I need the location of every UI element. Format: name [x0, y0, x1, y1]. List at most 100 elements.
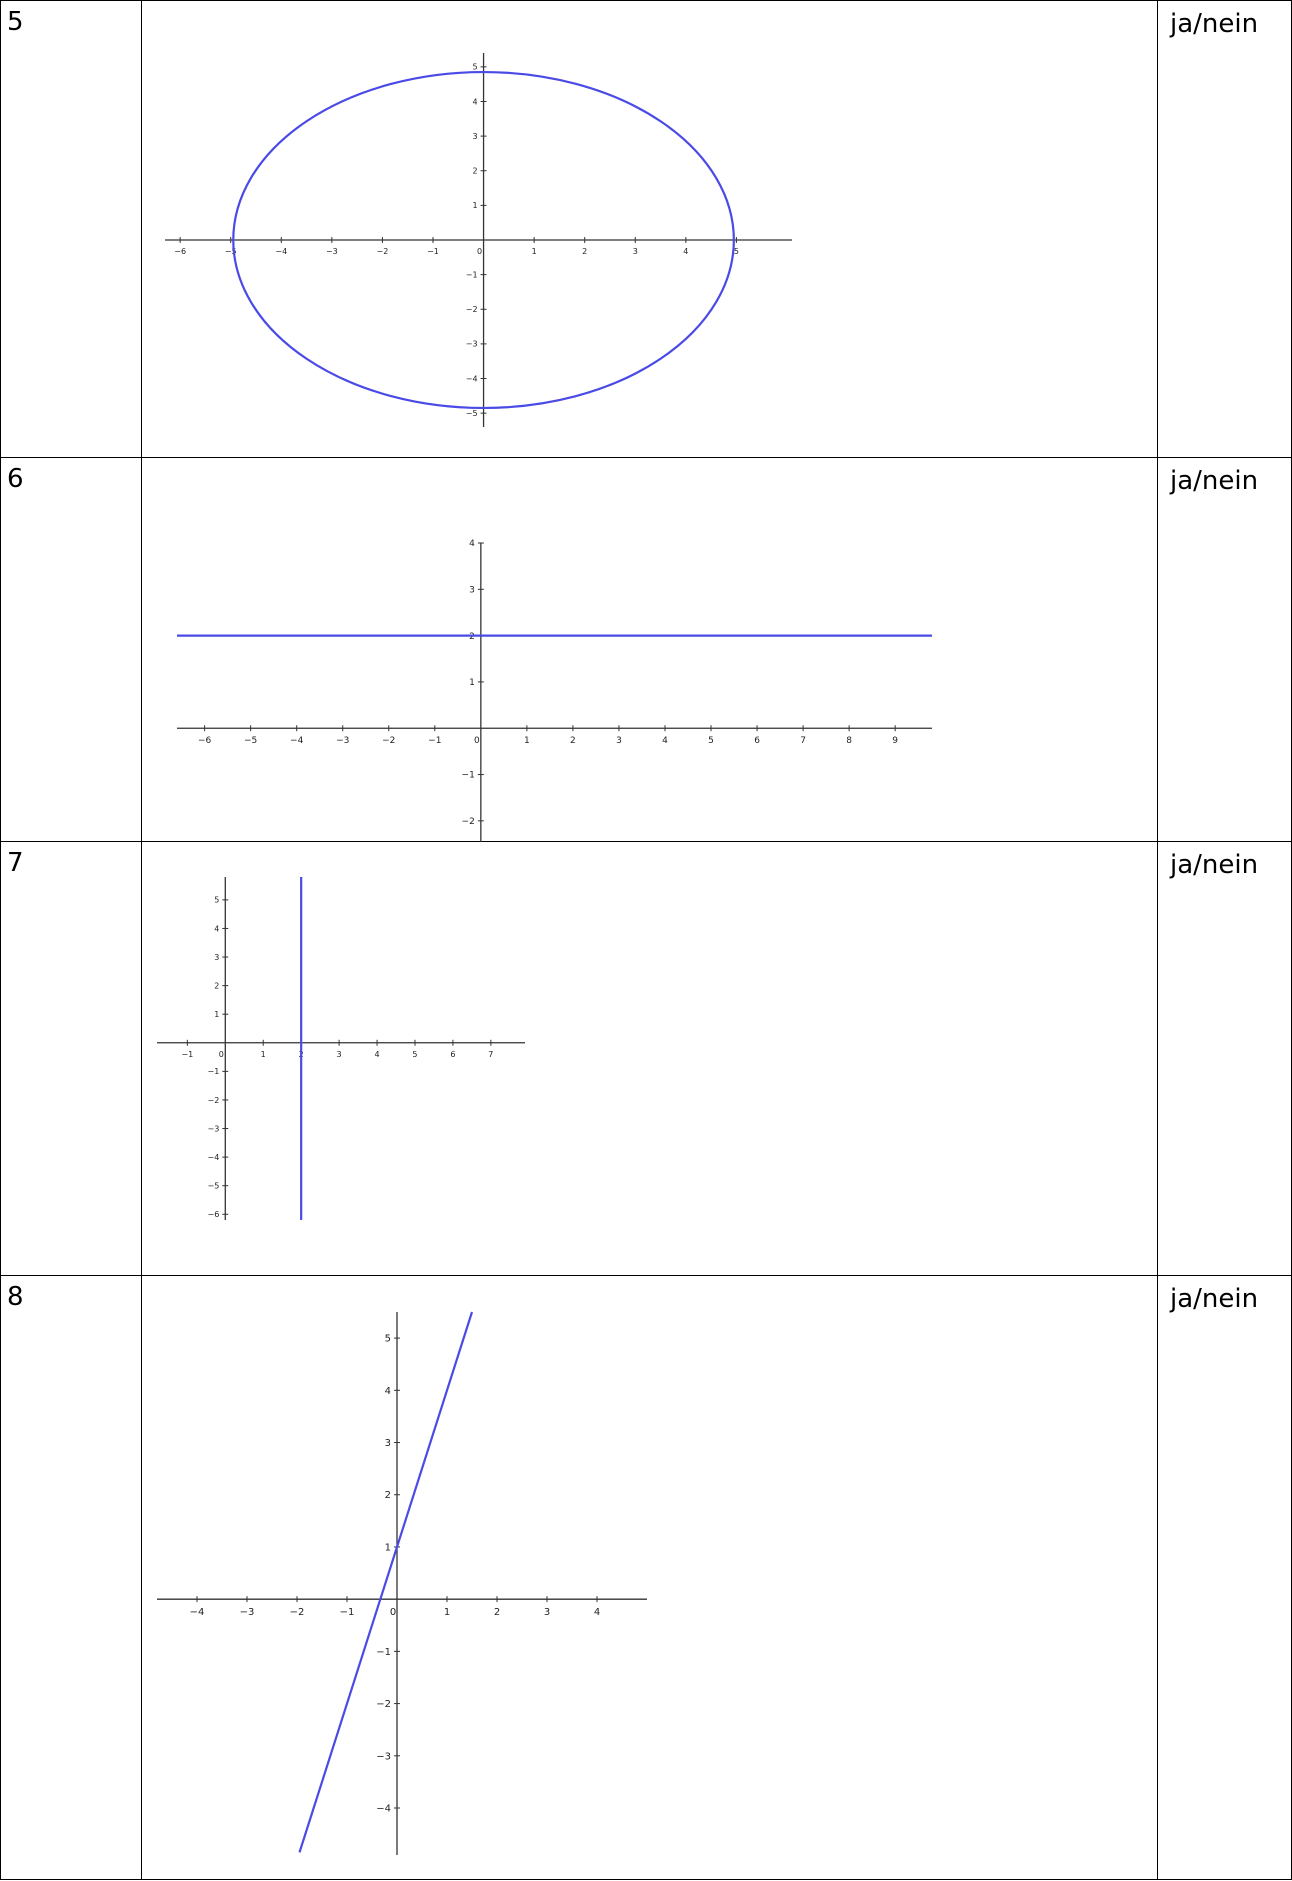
y-tick-label: 4: [214, 924, 219, 933]
y-tick-label: 3: [214, 953, 219, 962]
x-tick-label: 6: [754, 736, 760, 746]
x-tick-label: −5: [244, 736, 257, 746]
y-tick-label: −1: [466, 270, 478, 279]
plot-cell: −1 0 1 2 3 4 5 6 7 −6 −5 −4 −3 −2 −1 1 2 3 4 5: [140, 841, 1159, 1276]
y-tick-label: 4: [469, 539, 475, 549]
answer-text: ja/nein: [1170, 9, 1259, 39]
x-tick-label: 3: [633, 247, 638, 256]
row-number: 6: [7, 464, 24, 494]
x-tick-label: 7: [488, 1050, 493, 1059]
answer-text: ja/nein: [1170, 466, 1259, 496]
x-tick-label: −3: [326, 247, 338, 256]
function-line: [298, 1311, 473, 1853]
x-tick-label: 8: [846, 736, 852, 746]
y-tick-label: 2: [214, 981, 219, 990]
y-tick-label: 2: [385, 1490, 391, 1501]
x-tick-label: 5: [412, 1050, 417, 1059]
y-tick-label: 1: [469, 678, 475, 688]
x-tick-label: 2: [570, 736, 576, 746]
y-tick-label: 3: [385, 1438, 391, 1449]
row-number-cell: 6: [0, 457, 142, 842]
row-number-cell: 5: [0, 0, 142, 458]
x-tick-label: −1: [427, 247, 439, 256]
y-tick-label: 2: [469, 632, 475, 642]
horizontal-line-plot: −6 −5 −4 −3 −2 −1 0 1 2 3 4 5 6 7 8 9 −2 −1 1 2 3 4: [176, 539, 932, 842]
y-tick-label: −2: [461, 817, 474, 827]
x-tick-label: 6: [450, 1050, 455, 1059]
y-tick-label: −6: [207, 1210, 219, 1219]
table-row: 5 −6 −5 −4 −3 −2 −1 0 1 2 3 4 5 −5 −4 −3 −2 −1 1 2 3 4 5 ja/n…: [0, 0, 1292, 458]
y-tick-label: 3: [472, 132, 477, 141]
y-tick-label: 1: [385, 1542, 391, 1553]
x-tick-label: 0: [390, 1607, 396, 1618]
x-tick-label: 3: [544, 1607, 550, 1618]
x-tick-label: −4: [275, 247, 287, 256]
y-tick-label: 2: [472, 167, 477, 176]
x-tick-label: −1: [340, 1607, 355, 1618]
table-row: 6 −6 −5 −4 −3 −2 −1 0 1 2 3 4 5 6 7 8 9 −2 −1 1 2 3 4 ja/nein: [0, 457, 1292, 842]
answer-text: ja/nein: [1170, 850, 1259, 880]
y-tick-label: −3: [207, 1124, 219, 1133]
x-tick-label: −2: [290, 1607, 305, 1618]
x-tick-label: 9: [892, 736, 898, 746]
table-row: 7 −1 0 1 2 3 4 5 6 7 −6 −5 −4 −3 −2 −1 1 2 3 4 5 ja/nein: [0, 841, 1292, 1276]
y-tick-label: 4: [385, 1386, 391, 1397]
y-tick-label: −4: [376, 1804, 391, 1815]
x-tick-label: 4: [594, 1607, 600, 1618]
plot-cell: −6 −5 −4 −3 −2 −1 0 1 2 3 4 5 6 7 8 9 −2 −1 1 2 3 4: [140, 457, 1159, 842]
y-tick-label: 5: [385, 1334, 391, 1345]
x-tick-label: −1: [181, 1050, 193, 1059]
x-tick-label: 0: [477, 247, 482, 256]
ellipse-curve: [232, 70, 735, 410]
x-tick-label: −6: [198, 736, 212, 746]
x-tick-label: 0: [219, 1050, 224, 1059]
x-tick-label: −5: [225, 247, 237, 256]
x-tick-label: −1: [428, 736, 441, 746]
x-tick-label: 2: [494, 1607, 500, 1618]
row-number-cell: 8: [0, 1275, 142, 1880]
x-tick-label: 1: [524, 736, 530, 746]
row-number-cell: 7: [0, 841, 142, 1276]
y-tick-label: 5: [472, 63, 477, 72]
x-tick-label: 3: [336, 1050, 341, 1059]
x-tick-label: 4: [683, 247, 688, 256]
row-number: 7: [7, 848, 24, 878]
y-tick-label: 1: [214, 1010, 219, 1019]
x-tick-label: 1: [261, 1050, 266, 1059]
x-tick-label: 4: [374, 1050, 379, 1059]
y-tick-label: −4: [207, 1153, 219, 1162]
y-tick-label: −3: [376, 1751, 391, 1762]
x-tick-label: 5: [708, 736, 714, 746]
x-tick-label: −3: [240, 1607, 255, 1618]
x-tick-label: 0: [474, 736, 480, 746]
answer-cell: ja/nein: [1157, 841, 1292, 1276]
answer-cell: ja/nein: [1157, 1275, 1292, 1880]
x-tick-label: 1: [531, 247, 536, 256]
plot-cell: −4 −3 −2 −1 0 1 2 3 4 −4 −3 −2 −1 1 2 3 4 5: [140, 1275, 1159, 1880]
answer-cell: ja/nein: [1157, 0, 1292, 458]
table-row: 8 −4 −3 −2 −1 0 1 2 3 4 −4 −3 −2 −1 1 2 3 4 5 ja/nein: [0, 1275, 1292, 1880]
y-tick-label: 5: [214, 896, 219, 905]
x-tick-label: −2: [382, 736, 395, 746]
plot-cell: −6 −5 −4 −3 −2 −1 0 1 2 3 4 5 −5 −4 −3 −2 −1 1 2 3 4 5: [140, 0, 1159, 458]
y-tick-label: −5: [466, 409, 478, 418]
y-tick-label: 4: [472, 97, 477, 106]
y-tick-label: 1: [472, 201, 477, 210]
y-tick-label: −1: [461, 771, 474, 781]
x-tick-label: −2: [376, 247, 388, 256]
y-tick-label: −1: [376, 1647, 391, 1658]
x-tick-label: 7: [800, 736, 806, 746]
x-tick-label: 5: [734, 247, 739, 256]
y-tick-label: −3: [466, 340, 478, 349]
y-tick-label: −4: [466, 374, 478, 383]
x-tick-label: 3: [616, 736, 622, 746]
x-tick-label: −3: [336, 736, 349, 746]
x-tick-label: 1: [444, 1607, 450, 1618]
x-tick-label: −4: [190, 1607, 205, 1618]
y-tick-label: −2: [466, 305, 478, 314]
row-number: 8: [7, 1282, 24, 1312]
x-tick-label: 4: [662, 736, 668, 746]
y-tick-label: −1: [207, 1067, 219, 1076]
